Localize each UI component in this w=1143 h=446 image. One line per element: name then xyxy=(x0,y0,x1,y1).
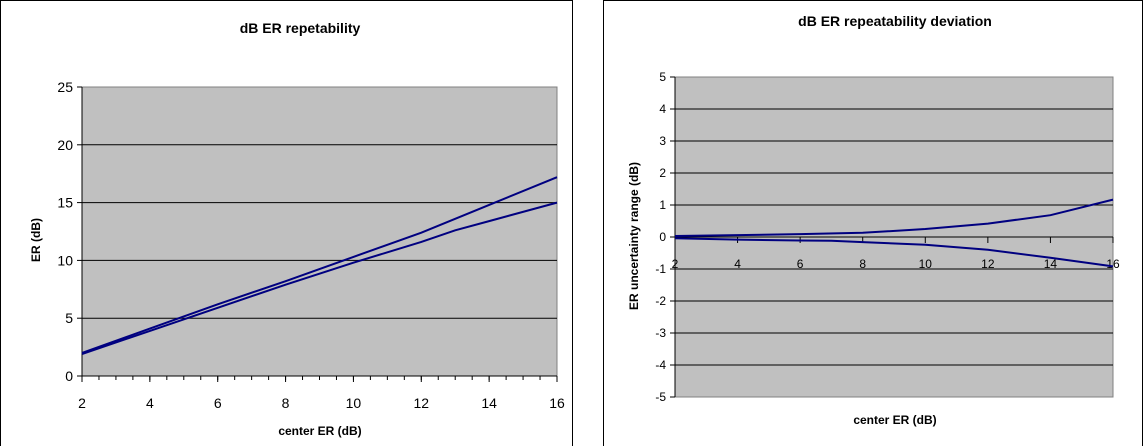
y-axis-label: ER (dB) xyxy=(29,218,43,262)
x-tick-label: 10 xyxy=(346,395,362,411)
chart-title: dB ER repetability xyxy=(240,20,361,36)
x-tick-label: 10 xyxy=(919,257,933,271)
chart-left-svg: dB ER repetability center ER (dB) ER (dB… xyxy=(0,0,573,446)
x-tick-label: 2 xyxy=(672,257,679,271)
series-line-1 xyxy=(81,176,558,354)
x-tick-label: 4 xyxy=(146,395,154,411)
y-tick-label: 1 xyxy=(659,198,666,212)
series-line-1 xyxy=(674,198,1114,237)
series-line-2 xyxy=(674,237,1114,268)
y-tick-label: -3 xyxy=(655,326,666,340)
y-tick-label: 0 xyxy=(659,230,666,244)
y-tick-label: 3 xyxy=(659,134,666,148)
y-tick-label: 20 xyxy=(57,137,73,153)
y-tick-label: 5 xyxy=(65,310,73,326)
y-tick-label: -1 xyxy=(655,262,666,276)
plot-area xyxy=(81,86,558,377)
x-tick-label: 2 xyxy=(78,395,86,411)
chart-panel-right: dB ER repeatability deviation center ER … xyxy=(603,0,1143,446)
y-tick-label: 0 xyxy=(65,368,73,384)
x-tick-label: 16 xyxy=(1106,257,1120,271)
x-axis-label: center ER (dB) xyxy=(278,424,361,438)
x-tick-label: 6 xyxy=(797,257,804,271)
chart-panel-left: dB ER repetability center ER (dB) ER (dB… xyxy=(0,0,573,446)
x-tick-label: 16 xyxy=(549,395,565,411)
x-tick-label: 4 xyxy=(734,257,741,271)
y-tick-label: 4 xyxy=(659,102,666,116)
y-tick-label: -4 xyxy=(655,358,666,372)
x-tick-label: 14 xyxy=(1044,257,1058,271)
y-tick-label: 2 xyxy=(659,166,666,180)
y-axis-label: ER uncertainty range (dB) xyxy=(627,162,641,310)
series-line-2 xyxy=(81,201,558,355)
y-tick-label: 5 xyxy=(659,70,666,84)
chart-title: dB ER repeatability deviation xyxy=(798,13,992,29)
x-tick-label: 14 xyxy=(481,395,497,411)
y-tick-label: -2 xyxy=(655,294,666,308)
x-tick-label: 8 xyxy=(859,257,866,271)
x-tick-label: 12 xyxy=(413,395,429,411)
x-axis-label: center ER (dB) xyxy=(853,413,936,427)
x-tick-label: 8 xyxy=(282,395,290,411)
chart-right-svg: dB ER repeatability deviation center ER … xyxy=(603,0,1143,446)
y-tick-label: 25 xyxy=(57,79,73,95)
y-tick-label: 10 xyxy=(57,252,73,268)
y-tick-label: 15 xyxy=(57,195,73,211)
x-tick-label: 12 xyxy=(981,257,995,271)
y-tick-label: -5 xyxy=(655,390,666,404)
x-tick-label: 6 xyxy=(214,395,222,411)
